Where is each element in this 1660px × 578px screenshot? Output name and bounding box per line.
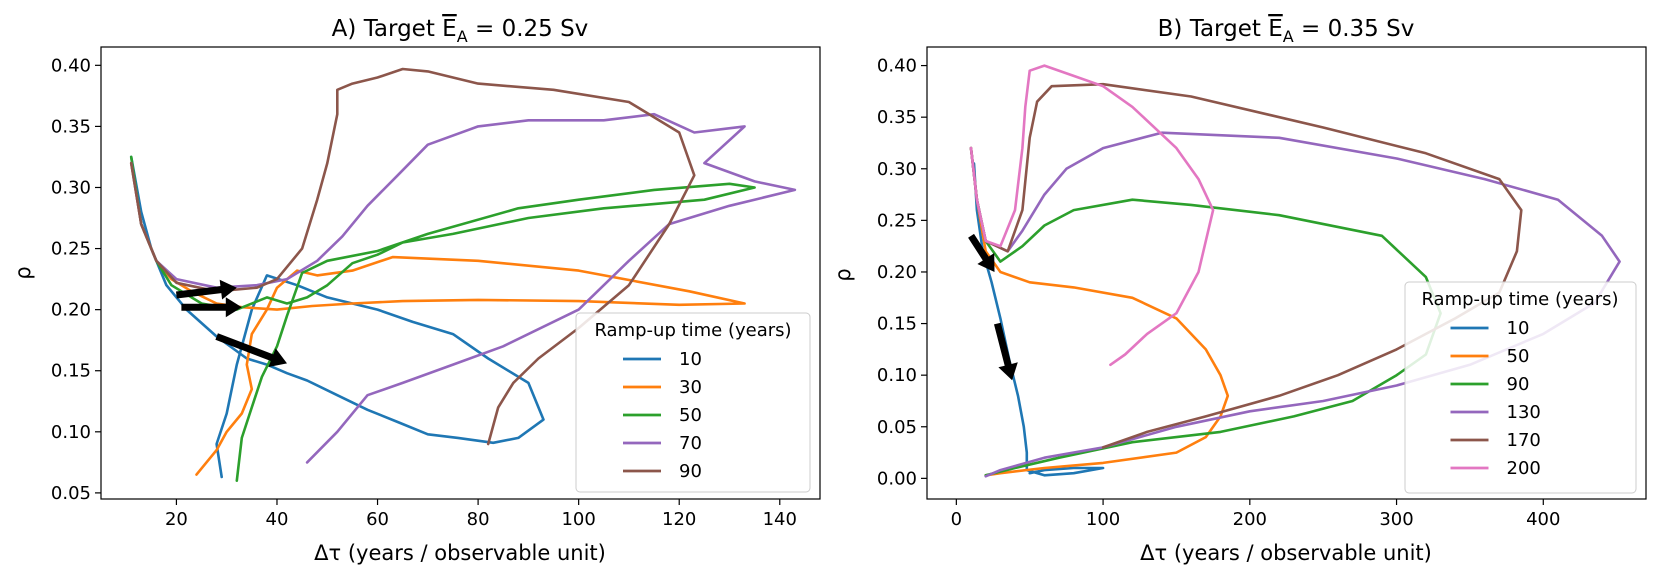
series-line-90 [969, 146, 1442, 477]
legend-label-70: 70 [679, 433, 702, 454]
direction-arrow-2 [181, 297, 242, 318]
panel-b-legend: Ramp-up time (years) 10 50 90 130 170 200 [1404, 281, 1637, 494]
y-tick-label: 0.30 [877, 159, 917, 180]
legend-label-10: 10 [679, 349, 702, 370]
panel-a: A) Target EA = 0.25 Sv 20 40 60 80 100 120 140… [11, 16, 821, 565]
panel-b-frame [926, 46, 1647, 500]
legend-title: Ramp-up time (years) [594, 320, 791, 341]
direction-arrow-1 [176, 279, 237, 300]
x-tick-label: 200 [1233, 509, 1267, 530]
x-tick-label: 300 [1379, 509, 1413, 530]
panel-a-ticks: 20 40 60 80 100 120 140 0.05 0.10 0.15 0.20 0.25 0.3… [51, 55, 797, 530]
y-tick-label: 0.10 [51, 422, 91, 443]
panel-a-title: A) Target EA = 0.25 Sv [332, 16, 589, 46]
panel-b-ticks: 0 100 200 300 400 0.00 0.05 0.10 0.15 0.20 0.25 0.3… [877, 56, 1561, 530]
legend-label-200: 200 [1507, 458, 1541, 479]
legend-label-90: 90 [1507, 374, 1530, 395]
series-line-90 [129, 67, 696, 446]
y-tick-label: 0.25 [51, 239, 91, 260]
panel-b-arrows [968, 233, 1018, 381]
y-tick-label: 0.05 [51, 483, 91, 504]
panel-b-y-axis-label: ρ [831, 268, 855, 281]
legend-label-170: 170 [1507, 430, 1541, 451]
series-line-200 [969, 64, 1215, 367]
y-tick-label: 0.40 [877, 56, 917, 77]
legend-title: Ramp-up time (years) [1421, 289, 1618, 310]
series-line-10 [129, 155, 545, 479]
legend-label-50: 50 [1507, 346, 1530, 367]
legend-label-10: 10 [1507, 318, 1530, 339]
legend-label-130: 130 [1507, 402, 1541, 423]
y-tick-label: 0.00 [877, 468, 917, 489]
direction-arrow-1 [968, 233, 995, 272]
series-line-70 [129, 112, 797, 464]
direction-arrow-3 [215, 333, 287, 367]
panel-a-x-axis-label: Δτ (years / observable unit) [314, 541, 606, 565]
panel-a-frame [100, 46, 821, 500]
y-tick-label: 0.40 [51, 55, 91, 76]
y-tick-label: 0.20 [877, 262, 917, 283]
y-tick-label: 0.30 [51, 177, 91, 198]
x-tick-label: 40 [266, 509, 289, 530]
legend-label-30: 30 [679, 377, 702, 398]
series-line-30 [129, 161, 746, 476]
x-tick-label: 60 [366, 509, 389, 530]
y-tick-label: 0.20 [51, 300, 91, 321]
direction-arrow-2 [994, 322, 1018, 381]
x-tick-label: 0 [951, 509, 962, 530]
panel-a-arrows [176, 279, 287, 367]
series-line-170 [969, 82, 1523, 449]
y-tick-label: 0.15 [877, 314, 917, 335]
y-tick-label: 0.25 [877, 210, 917, 231]
panel-a-series [129, 67, 797, 483]
x-tick-label: 100 [561, 509, 595, 530]
series-line-50 [129, 155, 756, 483]
panel-a-y-axis-label: ρ [11, 266, 35, 279]
series-line-130 [969, 131, 1621, 478]
y-tick-label: 0.35 [877, 107, 917, 128]
x-tick-label: 80 [467, 509, 490, 530]
y-tick-label: 0.05 [877, 417, 917, 438]
panel-b-title: B) Target EA = 0.35 Sv [1158, 16, 1415, 46]
legend-label-50: 50 [679, 405, 702, 426]
legend-label-90: 90 [679, 461, 702, 482]
panel-b-x-axis-label: Δτ (years / observable unit) [1140, 541, 1432, 565]
panel-a-legend: Ramp-up time (years) 10 30 50 70 90 [575, 312, 811, 493]
series-line-50 [969, 146, 1230, 477]
panel-b-series [969, 64, 1621, 478]
x-tick-label: 120 [662, 509, 696, 530]
y-tick-label: 0.35 [51, 116, 91, 137]
y-tick-label: 0.15 [51, 361, 91, 382]
panel-b: B) Target EA = 0.35 Sv 0 100 200 300 400 0.00… [831, 16, 1647, 565]
series-line-10 [972, 162, 1105, 477]
x-tick-label: 20 [165, 509, 188, 530]
x-tick-label: 140 [763, 509, 797, 530]
x-tick-label: 100 [1086, 509, 1120, 530]
x-tick-label: 400 [1526, 509, 1560, 530]
y-tick-label: 0.10 [877, 365, 917, 386]
